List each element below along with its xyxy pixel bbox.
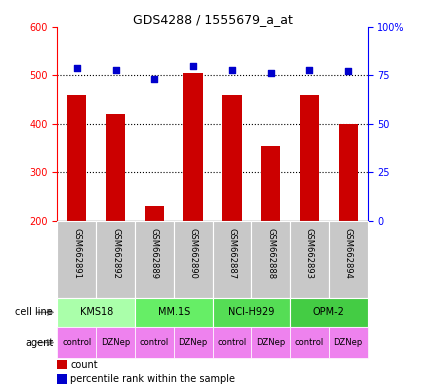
Bar	[106, 114, 125, 318]
Bar	[212, 298, 290, 327]
Text: DZNep: DZNep	[178, 338, 208, 347]
Bar	[251, 221, 290, 298]
Bar	[96, 221, 135, 298]
Bar	[251, 327, 290, 358]
Bar	[222, 95, 241, 318]
Text: GSM662894: GSM662894	[344, 228, 353, 279]
Text: agent: agent	[25, 338, 53, 348]
Point	[74, 65, 80, 71]
Bar	[144, 206, 164, 318]
Bar	[96, 327, 135, 358]
Bar	[290, 327, 329, 358]
Bar	[290, 221, 329, 298]
Text: KMS18: KMS18	[79, 307, 113, 318]
Point	[112, 66, 119, 73]
Text: percentile rank within the sample: percentile rank within the sample	[70, 374, 235, 384]
Text: GSM662888: GSM662888	[266, 228, 275, 280]
Bar	[290, 298, 368, 327]
Text: GSM662889: GSM662889	[150, 228, 159, 280]
Text: control: control	[295, 338, 324, 347]
Text: GSM662891: GSM662891	[72, 228, 81, 279]
Bar	[57, 298, 135, 327]
Bar	[135, 298, 212, 327]
Point	[345, 68, 351, 74]
Bar	[174, 221, 212, 298]
Text: GSM662893: GSM662893	[305, 228, 314, 280]
Bar	[339, 124, 358, 318]
Bar	[57, 221, 96, 298]
Point	[306, 66, 313, 73]
Text: OPM-2: OPM-2	[313, 307, 345, 318]
Bar	[135, 327, 174, 358]
Text: DZNep: DZNep	[334, 338, 363, 347]
Bar	[174, 327, 212, 358]
Text: control: control	[140, 338, 169, 347]
Bar	[329, 221, 368, 298]
Point	[190, 63, 196, 69]
Text: DZNep: DZNep	[101, 338, 130, 347]
Bar	[300, 95, 319, 318]
Text: GSM662890: GSM662890	[189, 228, 198, 279]
Bar	[261, 146, 280, 318]
Bar	[329, 327, 368, 358]
Text: count: count	[70, 359, 98, 370]
Bar	[212, 221, 251, 298]
Bar	[184, 73, 203, 318]
Bar	[135, 221, 174, 298]
Point	[267, 70, 274, 76]
Bar	[212, 327, 251, 358]
Text: control: control	[62, 338, 91, 347]
Text: GSM662892: GSM662892	[111, 228, 120, 279]
Text: MM.1S: MM.1S	[158, 307, 190, 318]
Bar	[67, 95, 86, 318]
Bar	[57, 327, 96, 358]
Text: cell line: cell line	[15, 307, 53, 318]
Point	[151, 76, 158, 82]
Text: NCI-H929: NCI-H929	[228, 307, 275, 318]
Title: GDS4288 / 1555679_a_at: GDS4288 / 1555679_a_at	[133, 13, 292, 26]
Text: control: control	[217, 338, 246, 347]
Text: DZNep: DZNep	[256, 338, 285, 347]
Text: GSM662887: GSM662887	[227, 228, 236, 280]
Point	[229, 66, 235, 73]
